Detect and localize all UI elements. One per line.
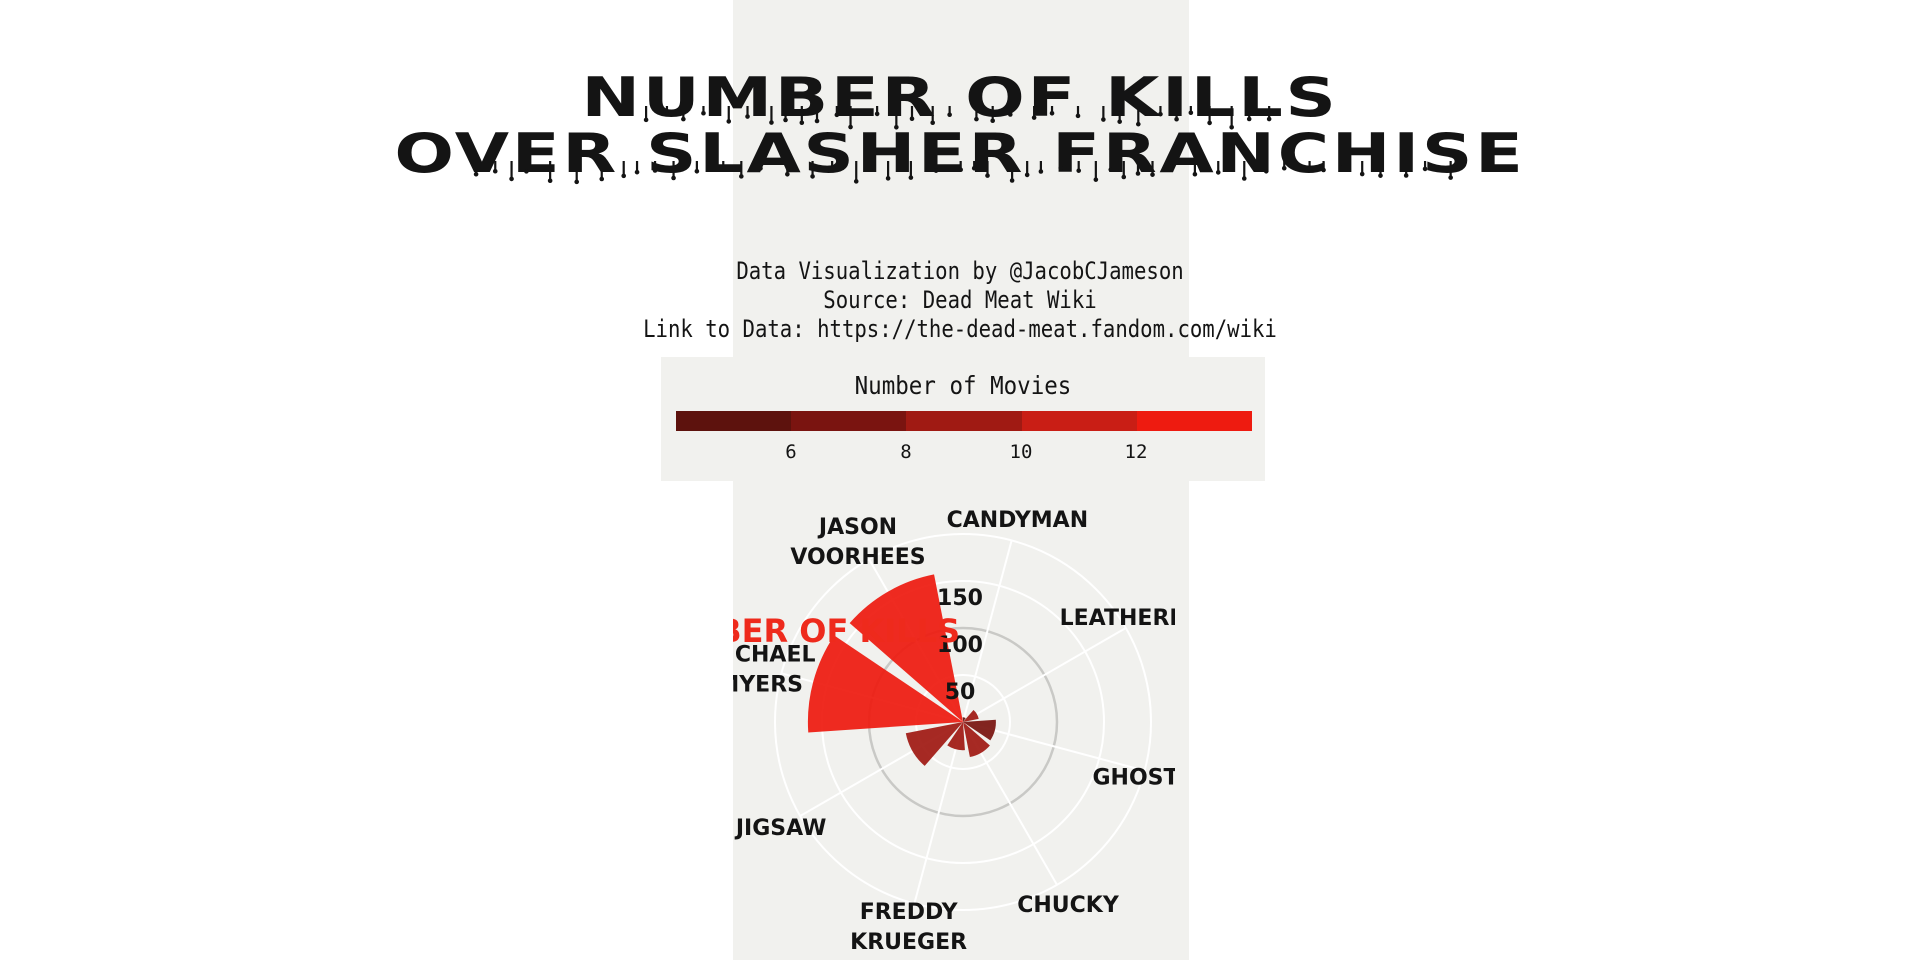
category-label-candyman: CANDYMAN (947, 508, 1089, 533)
legend-tick: 6 (785, 441, 797, 463)
credit-data-link: Link to Data: https://the-dead-meat.fand… (643, 315, 1277, 343)
bar-freddy-krueger (947, 722, 965, 751)
legend-swatch-4 (1021, 411, 1137, 431)
credit-author: Data Visualization by @JacobCJameson (736, 257, 1184, 285)
bar-michael-myers (807, 635, 963, 733)
radial-tick-label: 100 (937, 633, 983, 658)
category-label-jason-voorhees: JASON VOORHEES (790, 515, 925, 570)
bar-chucky (963, 722, 990, 758)
chart-title-line-2: OVER SLASHER FRANCHISE (394, 122, 1526, 185)
radial-axis-title: NUMBER OF KILLS (733, 612, 960, 650)
polar-bar-chart: 50 100 150NUMBER OF KILLS CANDYMAN LEATHERFA… (733, 508, 1189, 955)
bar-leatherface (963, 709, 979, 722)
chart-title-line-1: NUMBER OF KILLS (581, 66, 1339, 129)
legend-title: Number of Movies (854, 371, 1072, 400)
legend-tick: 8 (900, 441, 912, 463)
legend-swatch-3 (906, 411, 1022, 431)
bar-candyman (962, 717, 966, 722)
polar-spoke (962, 540, 1013, 723)
category-label-michael-myers: MICHAELMYERS (733, 643, 816, 698)
credit-source: Source: Dead Meat Wiki (823, 286, 1097, 314)
category-label-ghostface: GHOSTFACE (1092, 765, 1189, 790)
legend-colorbar (676, 411, 1253, 431)
radial-tick-label: 50 (945, 680, 976, 705)
category-label-leatherface: LEATHERFACE (1060, 606, 1189, 631)
polar-grid-circle (774, 533, 1152, 911)
bar-jason-voorhees (849, 574, 963, 722)
radial-tick-label: 150 (937, 586, 983, 611)
bar-jigsaw (905, 722, 963, 766)
legend-swatch-5 (1136, 411, 1253, 431)
category-label-chucky: CHUCKY (1017, 893, 1120, 918)
category-label-freddy-krueger: FREDDY KRUEGER (850, 900, 967, 955)
legend-tick: 10 (1009, 441, 1033, 463)
polar-spoke (913, 721, 964, 904)
category-label-jigsaw: JIGSAW (734, 816, 827, 841)
color-legend: Number of Movies 6 8 10 12 (661, 357, 1265, 481)
legend-swatch-2 (791, 411, 907, 431)
legend-swatch-1 (676, 411, 792, 431)
bar-ghostface (963, 719, 996, 741)
legend-tick: 12 (1124, 441, 1148, 463)
polar-spoke (962, 627, 1127, 723)
